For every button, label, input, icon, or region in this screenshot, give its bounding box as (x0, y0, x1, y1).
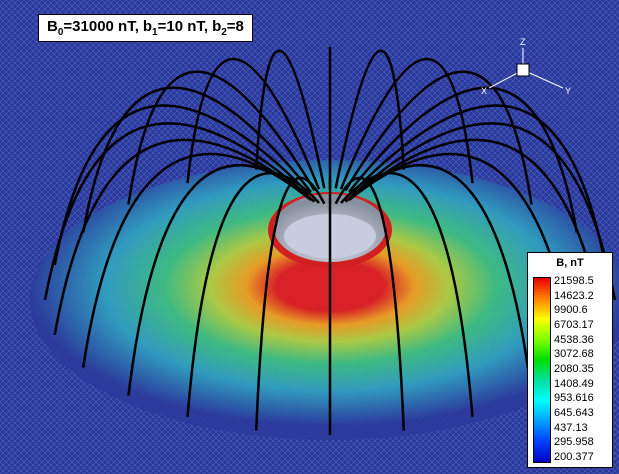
legend-label: 9900.6 (554, 304, 594, 316)
axis-label: Z (520, 37, 526, 47)
legend: B, nT 21598.5 14623.2 9900.6 6703.17 4538.36… (527, 252, 613, 468)
legend-label: 3072.68 (554, 348, 594, 360)
legend-label: 295.958 (554, 436, 594, 448)
legend-label: 953.616 (554, 392, 594, 404)
legend-label: 21598.5 (554, 275, 594, 287)
title-value: =31000 nT, (63, 18, 138, 35)
legend-labels: 21598.5 14623.2 9900.6 6703.17 4538.36 3072.6… (554, 275, 594, 463)
title-box: B0=31000 nT,b1=10 nT,b2=8 (38, 14, 253, 42)
title-value: =8 (227, 18, 244, 35)
color-bar (533, 277, 551, 463)
legend-label: 437.13 (554, 422, 594, 434)
title-symbol: b (212, 18, 221, 35)
title-value: =10 nT, (158, 18, 208, 35)
title-symbol: b (143, 18, 152, 35)
title-symbol: B (47, 18, 58, 35)
legend-label: 4538.36 (554, 334, 594, 346)
legend-label: 14623.2 (554, 290, 594, 302)
visualization: Z X Y B0=31000 nT,b1=10 nT,b2=8 B, nT 21… (0, 0, 619, 474)
title-part: b2=8 (212, 18, 244, 38)
legend-label: 6703.17 (554, 319, 594, 331)
legend-title: B, nT (528, 257, 612, 269)
legend-label: 1408.49 (554, 378, 594, 390)
axis-label: Y (565, 86, 571, 96)
axis-label: X (481, 86, 487, 96)
title-part: B0=31000 nT, (47, 18, 139, 38)
legend-label: 2080.35 (554, 363, 594, 375)
legend-label: 645.643 (554, 407, 594, 419)
title-part: b1=10 nT, (143, 18, 208, 38)
legend-label: 200.377 (554, 451, 594, 463)
